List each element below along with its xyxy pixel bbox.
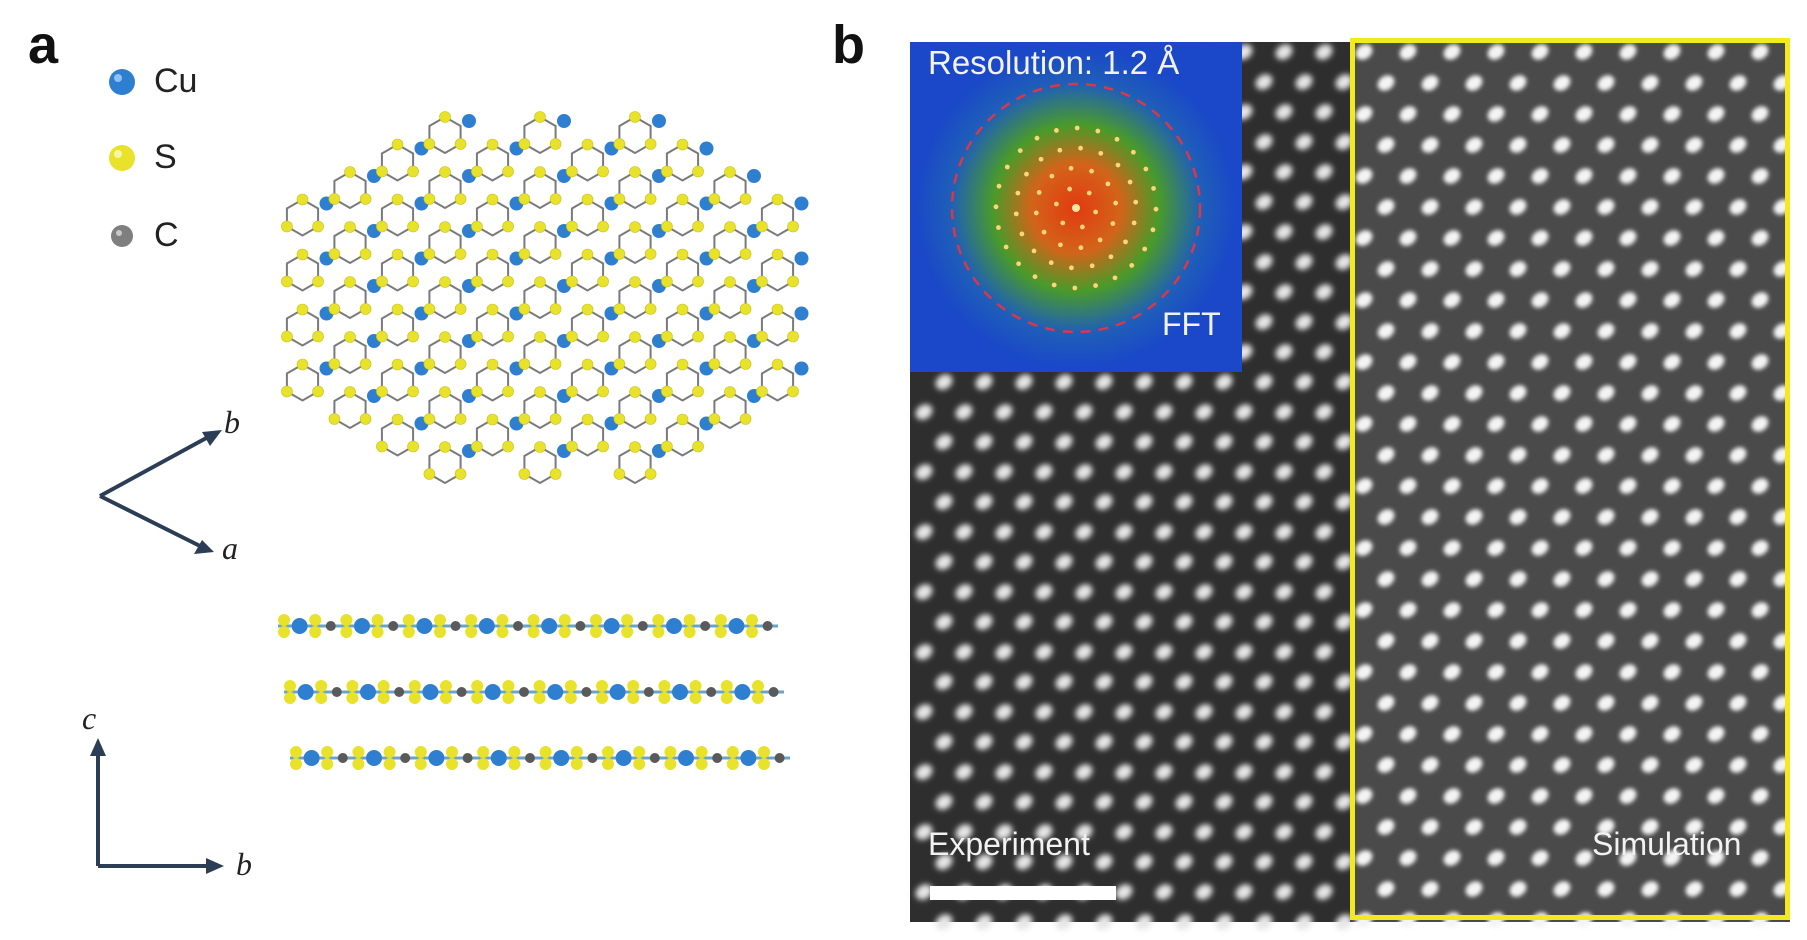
fft-inset	[910, 42, 1242, 372]
s-atom-icon	[109, 145, 135, 171]
panel-a-label: a	[28, 15, 59, 75]
legend-label-cu: Cu	[154, 62, 198, 100]
fft-resolution-title: Resolution: 1.2 Å	[928, 44, 1180, 81]
legend-label-s: S	[154, 138, 177, 176]
c-atom-icon	[111, 225, 133, 247]
axis-label-c: c	[82, 700, 97, 736]
axis-label-b-top: b	[224, 404, 240, 440]
crystal-structure-ab-view	[281, 111, 809, 485]
legend-item-cu: Cu	[100, 60, 240, 100]
simulation-tem-image	[1350, 42, 1791, 928]
crystal-structure-bc-view	[278, 614, 790, 770]
fft-label: FFT	[1162, 306, 1221, 342]
simulation-highlight-frame	[1350, 38, 1790, 920]
ab-axes-icon	[99, 430, 222, 554]
experiment-label: Experiment	[928, 826, 1090, 862]
legend-item-c: C	[100, 214, 240, 254]
simulation-label: Simulation	[1592, 826, 1742, 862]
cb-axes-icon	[90, 738, 224, 874]
legend-item-s: S	[100, 136, 240, 176]
scale-bar	[930, 886, 1116, 900]
axis-label-b-bottom: b	[236, 846, 252, 882]
cu-atom-icon	[109, 69, 135, 95]
panel-b-label: b	[832, 15, 865, 75]
legend-label-c: C	[154, 216, 179, 254]
axis-label-a: a	[222, 530, 238, 566]
